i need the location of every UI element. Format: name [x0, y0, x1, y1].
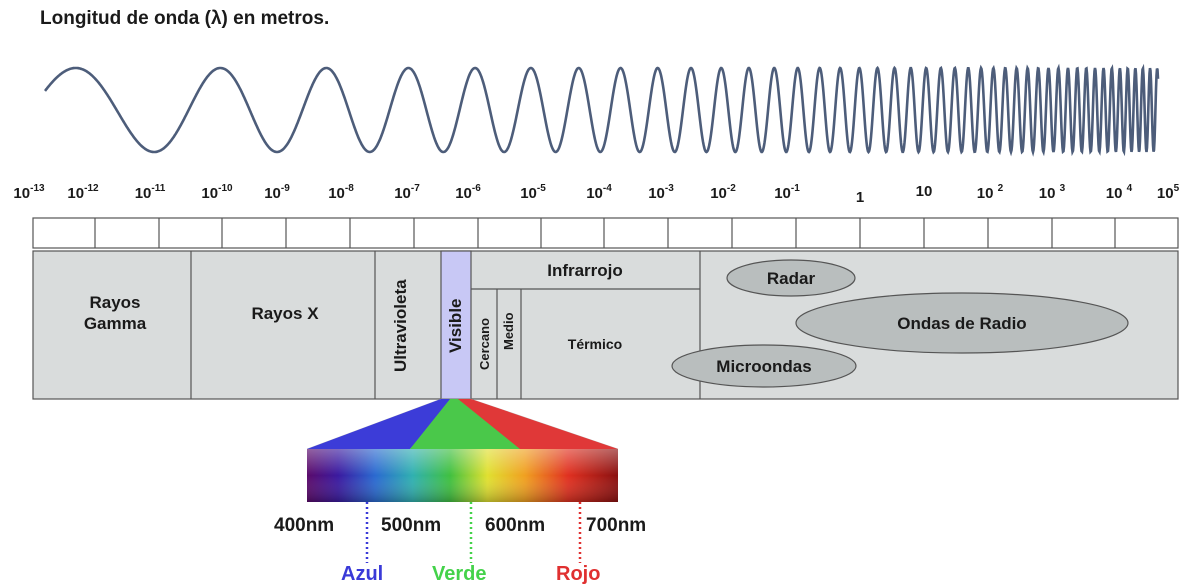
fan-green	[410, 399, 525, 449]
gamma-label: Rayos Gamma	[83, 293, 147, 333]
blue-label: Azul	[341, 563, 384, 585]
diagram-title: Longitud de onda (λ) en metros.	[40, 8, 330, 29]
tick-label: 10-12	[67, 183, 99, 202]
scale-cells	[32, 217, 1179, 249]
tick-label: 1	[855, 189, 865, 206]
tick-label: 105	[1156, 183, 1180, 202]
tick-label: 10-13	[13, 183, 45, 202]
tick-label: 10-8	[328, 183, 354, 202]
tick-label: 10 4	[1105, 183, 1133, 202]
red-label: Rojo	[556, 563, 601, 585]
medium-label: Medio	[501, 312, 516, 350]
tick-label: 10-11	[134, 183, 166, 202]
nm-500-label: 500nm	[381, 515, 442, 536]
infrared-label: Infrarrojo	[547, 261, 623, 280]
thermal-label: Térmico	[567, 336, 623, 352]
tick-label: 10-5	[520, 183, 546, 202]
green-label: Verde	[432, 563, 487, 585]
tick-label: 10-10	[201, 183, 233, 202]
nm-700-label: 700nm	[586, 515, 647, 536]
fan-red	[458, 399, 618, 449]
microwave-ellipse	[671, 344, 857, 388]
radar-label: Radar	[766, 269, 816, 288]
tick-label: 10-9	[264, 183, 290, 202]
radio-label: Ondas de Radio	[897, 314, 1027, 333]
tick-label: 10-2	[710, 183, 736, 202]
tick-label: 10-4	[586, 183, 612, 202]
xray-label: Rayos X	[251, 304, 319, 323]
tick-label: 10-3	[648, 183, 674, 202]
visible-label: Visible	[446, 298, 465, 354]
tick-label: 10-7	[394, 183, 420, 202]
near-label: Cercano	[477, 317, 492, 371]
radio-ellipse	[795, 292, 1129, 354]
tick-label: 10-6	[455, 183, 481, 202]
radar-ellipse	[726, 259, 856, 297]
fan-blue	[307, 399, 455, 449]
tick-label: 10-1	[774, 183, 800, 202]
tick-label: 10 3	[1038, 183, 1066, 202]
tick-label: 10 2	[976, 183, 1004, 202]
nm-400-label: 400nm	[274, 515, 335, 536]
microwave-label: Microondas	[716, 357, 812, 376]
uv-label: Ultravioleta	[391, 279, 410, 373]
wave-curve	[44, 63, 1160, 157]
nm-600-label: 600nm	[485, 515, 546, 536]
visible-band	[440, 250, 472, 400]
tick-label: 10	[915, 183, 933, 200]
